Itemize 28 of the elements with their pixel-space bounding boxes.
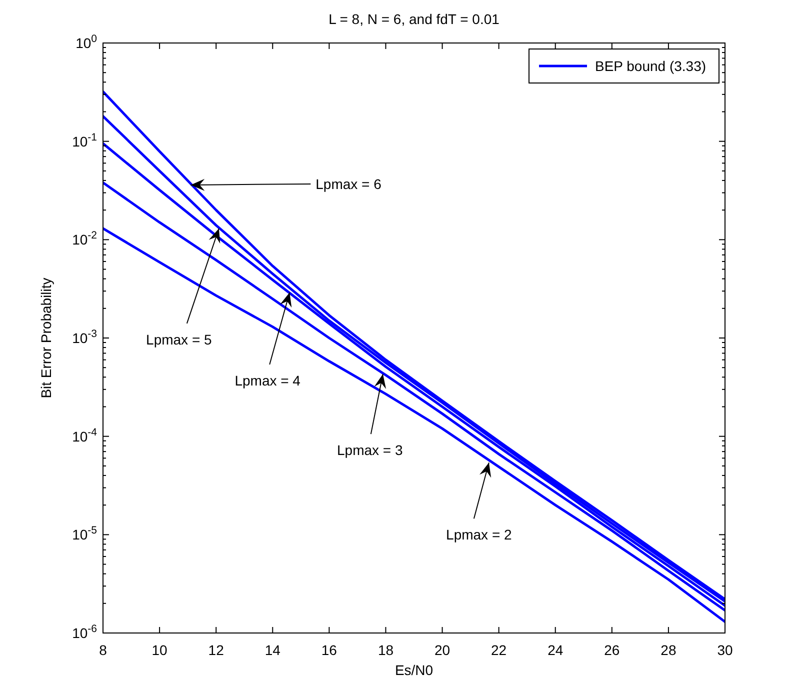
x-tick-label: 22 xyxy=(491,642,507,658)
x-tick-label: 30 xyxy=(717,642,733,658)
x-tick-label: 8 xyxy=(99,642,108,658)
chart-title: L = 8, N = 6, and fdT = 0.01 xyxy=(328,11,500,27)
x-tick-label: 14 xyxy=(264,642,281,658)
y-tick-label: 10$^{-4}$ xyxy=(72,426,98,444)
x-tick-label: 12 xyxy=(208,642,224,658)
x-tick-label: 20 xyxy=(434,642,450,658)
x-tick-label: 24 xyxy=(548,642,564,658)
y-tick-label: 10$^{-6}$ xyxy=(72,623,98,641)
x-tick-label: 16 xyxy=(321,642,338,658)
y-tick-label: 10$^{-3}$ xyxy=(72,328,98,346)
y-tick-label: 10$^{-2}$ xyxy=(72,230,98,248)
x-axis-title: Es/N0 xyxy=(394,662,434,678)
x-tick-label: 10 xyxy=(152,642,168,658)
annotation: Lpmax = 5 xyxy=(146,331,212,348)
y-axis-title: Bit Error Probability xyxy=(38,278,54,398)
y-tick-label: 10$^{-1}$ xyxy=(72,131,98,150)
annotation: Lpmax = 2 xyxy=(446,526,512,543)
x-tick-label: 18 xyxy=(378,642,394,658)
x-tick-label: 28 xyxy=(660,642,676,658)
annotation: Lpmax = 6 xyxy=(316,176,382,192)
annotation: Lpmax = 4 xyxy=(234,372,301,389)
annotation: Lpmax = 3 xyxy=(337,442,403,458)
legend-label: BEP bound (3.33) xyxy=(595,58,706,74)
x-tick-label: 26 xyxy=(604,642,620,658)
y-tick-label: 10$^{-5}$ xyxy=(72,524,98,543)
y-tick-label: 10$^{0}$ xyxy=(76,33,98,51)
